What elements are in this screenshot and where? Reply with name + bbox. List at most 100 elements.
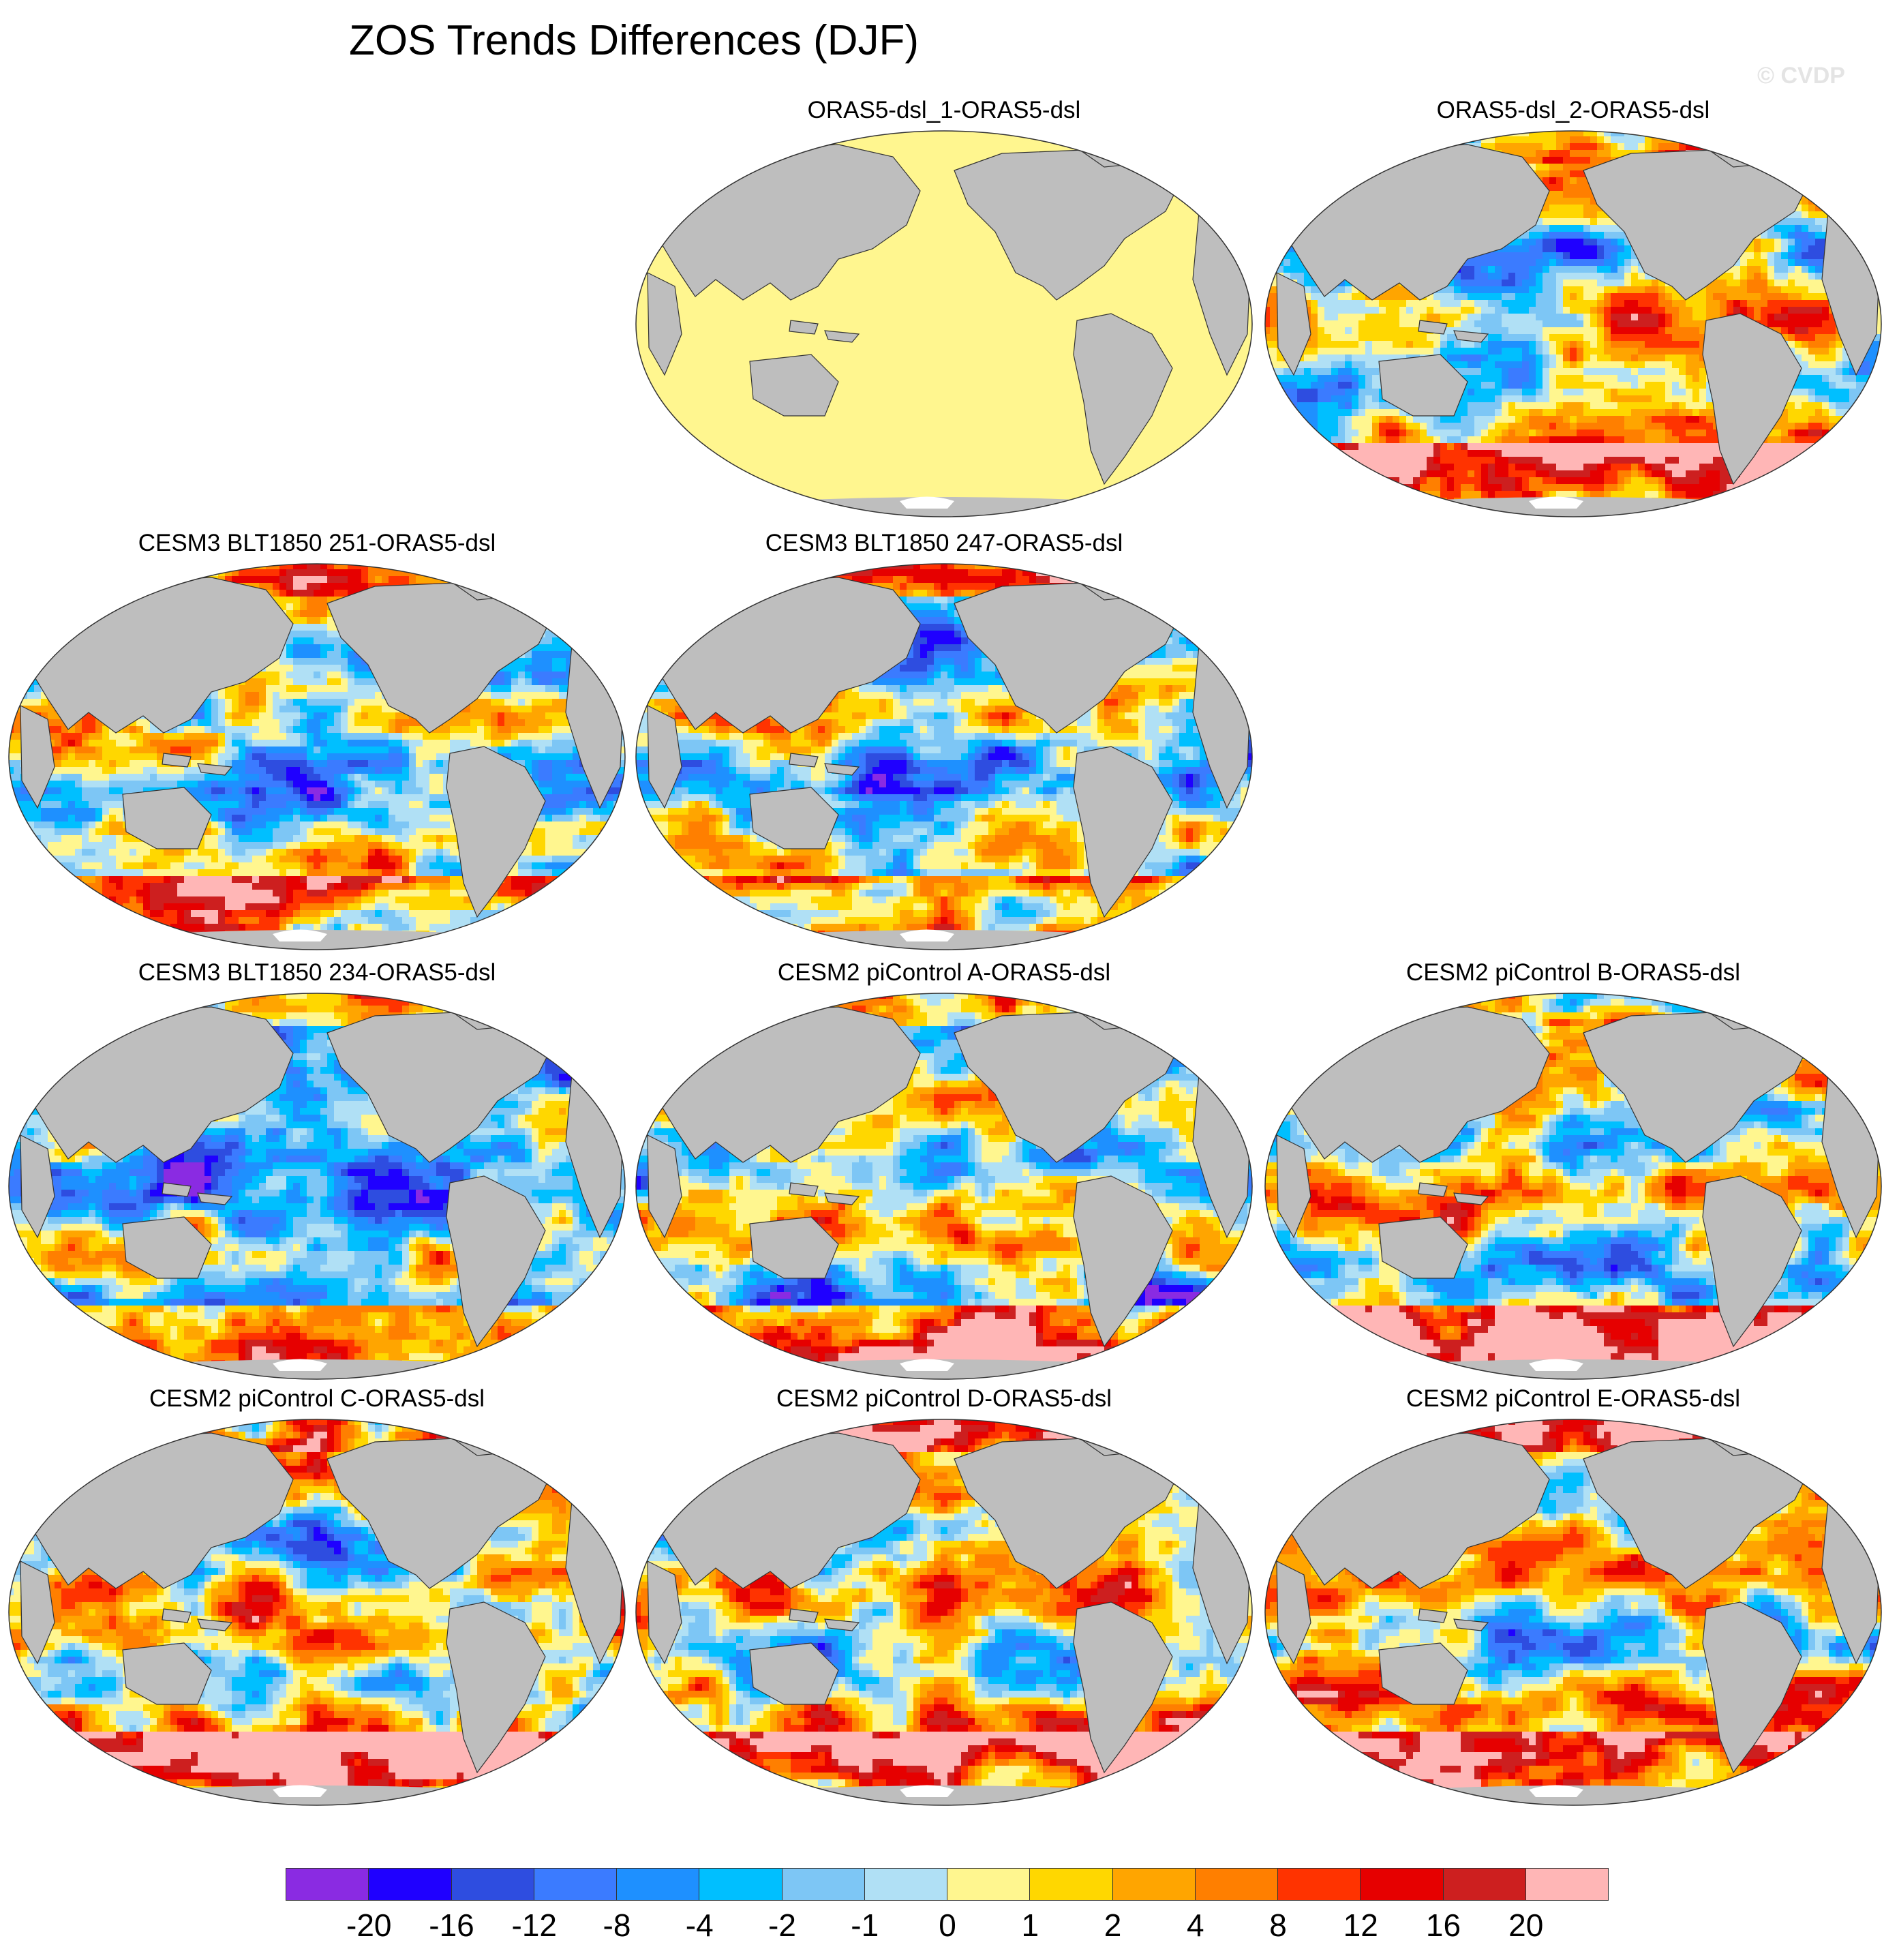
land-mass <box>162 1608 192 1623</box>
land-mass <box>749 354 839 417</box>
colorbar-box <box>1112 1868 1196 1901</box>
map-panel: CESM2 piControl D-ORAS5-dsl <box>634 1384 1254 1812</box>
world-map <box>635 130 1253 517</box>
colorbar-boxes <box>286 1868 1609 1901</box>
page-title: ZOS Trends Differences (DJF) <box>0 15 1268 67</box>
map-panel: ORAS5-dsl_2-ORAS5-dsl <box>1263 95 1883 524</box>
ice-shelf <box>900 1785 954 1797</box>
colorbar-label: 20 <box>1485 1908 1567 1943</box>
map-outline <box>8 1419 626 1806</box>
colorbar: -20 -16 -12 -8 -4 -2 -1 0 1 2 4 8 12 16 20 <box>286 1868 1609 1943</box>
map-panel: CESM3 BLT1850 247-ORAS5-dsl <box>634 528 1254 956</box>
land-mass <box>197 1192 233 1205</box>
ocean-field <box>1265 1419 1881 1805</box>
land-mass <box>1276 272 1311 376</box>
land-mass <box>749 787 839 849</box>
land-mass <box>1453 330 1489 343</box>
panel-title: ORAS5-dsl_2-ORAS5-dsl <box>1249 95 1897 125</box>
colorbar-box <box>616 1868 700 1901</box>
land-mass <box>749 1216 839 1279</box>
watermark: © CVDP <box>1757 63 1845 89</box>
land-mass <box>20 1561 55 1665</box>
panel-title: ORAS5-dsl_1-ORAS5-dsl <box>620 95 1268 125</box>
land-mass <box>789 1182 819 1197</box>
land-mass <box>1418 1182 1448 1197</box>
colorbar-box <box>1277 1868 1361 1901</box>
panel-title: CESM2 piControl A-ORAS5-dsl <box>620 958 1268 988</box>
colorbar-box <box>1029 1868 1113 1901</box>
colorbar-box <box>699 1868 783 1901</box>
land-mass <box>446 1175 546 1348</box>
map-panel: CESM2 piControl A-ORAS5-dsl <box>634 958 1254 1386</box>
colorbar-box <box>1194 1868 1278 1901</box>
ocean-field <box>9 1419 625 1805</box>
world-map <box>1264 993 1882 1380</box>
colorbar-label: -2 <box>742 1908 823 1943</box>
land-mass <box>1418 1608 1448 1623</box>
land-mass <box>824 1618 860 1631</box>
ice-shelf <box>273 929 327 941</box>
land-mass <box>824 1192 860 1205</box>
colorbar-box <box>947 1868 1031 1901</box>
land-mass <box>1073 746 1173 918</box>
land-mass <box>162 753 192 768</box>
land-mass <box>789 320 819 335</box>
land-mass <box>1702 313 1802 485</box>
land-mass <box>197 763 233 776</box>
map-panel: CESM2 piControl B-ORAS5-dsl <box>1263 958 1883 1386</box>
map-outline <box>8 993 626 1380</box>
land-mass <box>647 1134 682 1239</box>
land-mass <box>789 753 819 768</box>
colorbar-box <box>368 1868 452 1901</box>
world-map <box>1264 1419 1882 1806</box>
colorbar-box <box>781 1868 865 1901</box>
land-mass <box>647 705 682 809</box>
land-mass <box>20 1134 55 1239</box>
ice-shelf <box>1529 1359 1583 1371</box>
land-mass <box>824 763 860 776</box>
ice-shelf <box>273 1359 327 1371</box>
land-mass <box>1418 320 1448 335</box>
land-mass <box>1702 1175 1802 1348</box>
ocean-field <box>9 993 625 1379</box>
land-mass <box>647 272 682 376</box>
ocean-field <box>1265 131 1881 517</box>
colorbar-box <box>1360 1868 1444 1901</box>
world-map <box>8 993 626 1380</box>
colorbar-box <box>533 1868 617 1901</box>
map-outline <box>635 993 1253 1380</box>
colorbar-label: -4 <box>658 1908 740 1943</box>
land-mass <box>749 1642 839 1705</box>
map-outline <box>635 1419 1253 1806</box>
world-map <box>8 563 626 950</box>
land-mass <box>1702 1601 1802 1774</box>
land-mass <box>446 746 546 918</box>
world-map <box>8 1419 626 1806</box>
land-mass <box>647 1561 682 1665</box>
ocean-field <box>1265 993 1881 1379</box>
map-panel: CESM3 BLT1850 234-ORAS5-dsl <box>7 958 627 1386</box>
land-mass <box>1378 354 1468 417</box>
land-mass <box>197 1618 233 1631</box>
land-mass <box>122 1216 212 1279</box>
colorbar-box <box>286 1868 369 1901</box>
colorbar-label: 0 <box>907 1908 988 1943</box>
map-outline <box>635 130 1253 517</box>
map-outline <box>1264 993 1882 1380</box>
colorbar-label: 8 <box>1237 1908 1319 1943</box>
map-panel: CESM2 piControl C-ORAS5-dsl <box>7 1384 627 1812</box>
land-mass <box>1073 1601 1173 1774</box>
panel-title: CESM2 piControl D-ORAS5-dsl <box>620 1384 1268 1414</box>
colorbar-label: 16 <box>1403 1908 1485 1943</box>
land-mass <box>20 705 55 809</box>
world-map <box>635 993 1253 1380</box>
colorbar-label: -16 <box>411 1908 493 1943</box>
colorbar-label: -1 <box>824 1908 906 1943</box>
land-mass <box>1378 1642 1468 1705</box>
map-outline <box>635 563 1253 950</box>
colorbar-box <box>1525 1868 1609 1901</box>
map-outline <box>1264 130 1882 517</box>
map-outline <box>8 563 626 950</box>
colorbar-label: 1 <box>989 1908 1071 1943</box>
colorbar-label: -20 <box>328 1908 410 1943</box>
